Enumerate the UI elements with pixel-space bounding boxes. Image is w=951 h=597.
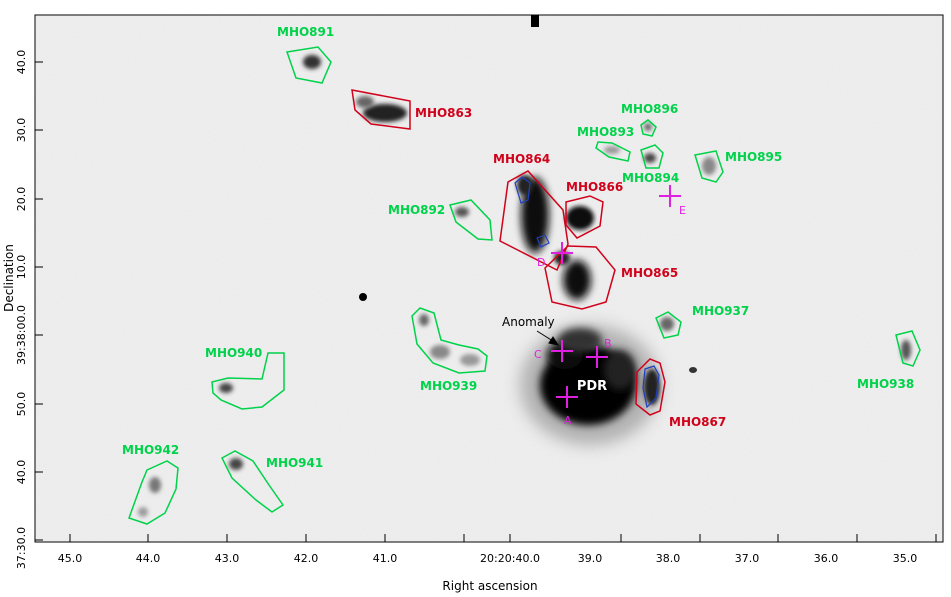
mho866-region [565,195,604,239]
mho865-region [544,245,616,310]
mho896-region [640,119,657,137]
marker-d-label: D [537,256,545,269]
y-axis-title: Declination [2,244,16,312]
marker-e-label: E [679,204,686,217]
marker-c-icon [551,340,573,362]
mho939-region [411,307,488,374]
y-tick-label: 40.0 [15,460,28,485]
x-tick-labels: 45.0 44.0 43.0 42.0 41.0 20:20:40.0 39.0… [58,552,918,565]
mho942-region [128,460,179,525]
mho940-region [211,352,285,410]
anomaly-arrow-icon [536,330,560,346]
label-mho891: MHO891 [277,25,334,39]
marker-a-label: A [564,414,572,427]
y-tick-label: 20.0 [15,187,28,212]
x-tick-label: 39.0 [578,552,603,565]
x-tick-label: 37.0 [735,552,760,565]
y-tick-label: 10.0 [15,255,28,280]
marker-e-icon [659,185,681,207]
mho863-region [351,89,411,130]
green-labels: MHO891 MHO892 MHO893 MHO894 MHO895 MHO89… [122,25,914,470]
label-mho894: MHO894 [622,171,679,185]
mho864-region [499,170,569,272]
marker-c-label: C [534,348,542,361]
red-regions [351,89,666,416]
label-mho893: MHO893 [577,125,634,139]
mho891-region [285,46,332,84]
green-regions [128,46,921,525]
mho937-region [655,311,682,339]
x-tick-label: 35.0 [893,552,918,565]
label-mho864: MHO864 [493,152,550,166]
x-tick-label: 20:20:40.0 [480,552,540,565]
marker-labels: A B C D E [534,204,686,427]
label-mho863: MHO863 [415,106,472,120]
x-tick-label: 36.0 [814,552,839,565]
marker-b-label: B [604,337,612,350]
x-tick-label: 44.0 [136,552,161,565]
y-tick-label: 50.0 [15,392,28,417]
x-axis-title: Right ascension [442,579,537,593]
x-tick-label: 43.0 [215,552,240,565]
mho863-emission [363,104,407,122]
blue-contours [514,176,660,409]
mho895-region [694,150,724,183]
emission-image [35,15,943,542]
label-mho940: MHO940 [205,346,262,360]
label-mho942: MHO942 [122,443,179,457]
anomaly-label: Anomaly [502,315,555,329]
marker-a-icon [556,386,578,408]
mho867-region [635,358,666,416]
marker-d-icon [551,242,573,264]
mho938-region [895,330,921,367]
x-tick-label: 45.0 [58,552,83,565]
label-mho866: MHO866 [566,180,623,194]
y-tick-label: 37:30.0 [15,527,28,569]
pdr-label: PDR [577,379,607,394]
x-tick-label: 41.0 [373,552,398,565]
reference-markers [551,185,681,408]
y-axis-ticks [35,61,43,541]
label-mho937: MHO937 [692,304,749,318]
label-mho939: MHO939 [420,379,477,393]
label-mho941: MHO941 [266,456,323,470]
label-mho865: MHO865 [621,266,678,280]
mho941-region [221,450,285,513]
label-mho867: MHO867 [669,415,726,429]
x-axis-ticks [69,534,937,542]
label-mho892: MHO892 [388,203,445,217]
x-tick-label: 38.0 [656,552,681,565]
x-tick-label: 42.0 [294,552,319,565]
red-labels: MHO863 MHO864 MHO865 MHO866 MHO867 [415,106,726,429]
marker-b-icon [586,346,608,368]
mho866-emission [566,206,594,230]
y-tick-label: 30.0 [15,118,28,143]
label-mho938: MHO938 [857,377,914,391]
y-tick-labels: 40.0 30.0 20.0 10.0 39:38:00.0 50.0 40.0… [15,50,28,569]
y-tick-label: 39:38:00.0 [15,305,28,365]
mho894-region [640,144,664,169]
label-mho895: MHO895 [725,150,782,164]
y-tick-label: 40.0 [15,50,28,75]
mho892-region [449,199,493,241]
mho865-emission [563,260,591,300]
label-mho896: MHO896 [621,102,678,116]
mho893-region [595,141,631,162]
